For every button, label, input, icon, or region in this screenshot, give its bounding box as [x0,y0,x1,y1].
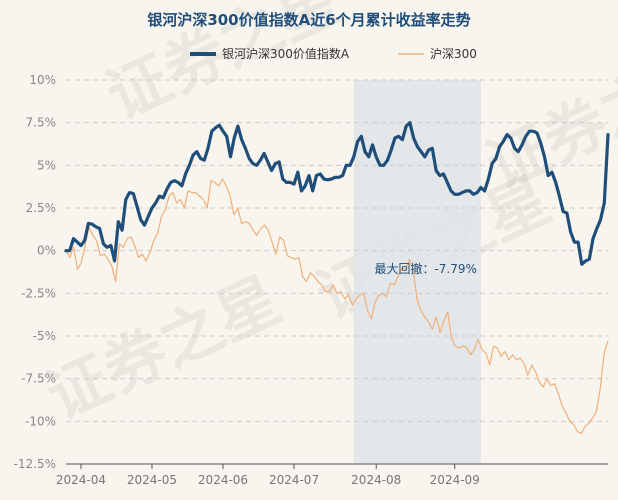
x-tick-label: 2024-09 [430,473,480,487]
legend-label-index: 沪深300 [430,47,477,61]
legend: 银河沪深300价值指数A 沪深300 [190,46,477,61]
chart-title: 银河沪深300价值指数A近6个月累计收益率走势 [147,11,470,29]
legend-label-fund: 银河沪深300价值指数A [222,46,350,61]
y-tick-label: -7.5% [21,372,56,386]
y-tick-label: 7.5% [26,116,57,130]
x-tick-label: 2024-07 [269,473,319,487]
y-tick-label: -2.5% [21,286,56,300]
x-tick-label: 2024-04 [56,473,106,487]
y-tick-label: -10% [25,414,56,428]
y-tick-label: 2.5% [26,201,57,215]
y-tick-label: -5% [33,329,56,343]
watermark: 证券之星 [475,33,618,204]
y-tick-label: -12.5% [14,457,56,471]
y-tick-label: 10% [29,73,56,87]
series-line-index [65,178,609,434]
x-tick-label: 2024-06 [198,473,248,487]
drawdown-label: 最大回撤：-7.79% [374,261,476,276]
watermark: 证券之星 [35,263,291,434]
x-tick-label: 2024-08 [351,473,401,487]
y-tick-label: 0% [37,244,56,258]
y-tick-label: 5% [37,158,56,172]
series-line-fund [64,121,610,266]
x-tick-label: 2024-05 [127,473,177,487]
